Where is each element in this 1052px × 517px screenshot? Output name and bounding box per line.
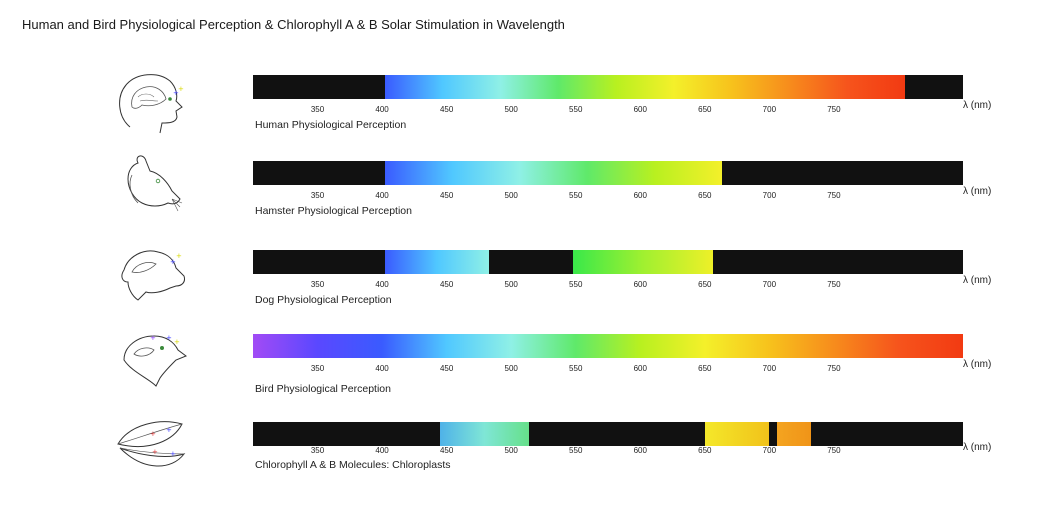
unit-label: λ (nm) — [963, 186, 992, 197]
tick-label: 700 — [762, 364, 777, 373]
tick-label: 500 — [504, 446, 518, 455]
tick-axis: 350 400 450 500 550 600 650 700 750 — [253, 446, 963, 458]
tick-label: 750 — [827, 105, 841, 114]
row-label: Human Physiological Perception — [255, 119, 407, 131]
tick-label: 600 — [633, 446, 647, 455]
svg-text:+: + — [176, 252, 182, 260]
svg-text:+: + — [152, 448, 158, 456]
leaf-icon: + + + + — [117, 421, 186, 467]
bird-head-icon: + + + — [123, 334, 188, 387]
spectrum-bar — [253, 334, 963, 358]
tick-label: 600 — [633, 191, 647, 200]
svg-text:+: + — [178, 85, 184, 93]
tick-label: 400 — [375, 280, 389, 289]
svg-text:+: + — [170, 450, 176, 458]
tick-label: 400 — [375, 364, 389, 373]
tick-label: 500 — [504, 280, 518, 289]
spectrum-bar — [253, 250, 963, 274]
spectrum-bar — [253, 75, 963, 99]
tick-label: 350 — [310, 191, 325, 200]
tick-label: 350 — [310, 105, 325, 114]
row-label: Bird Physiological Perception — [255, 383, 391, 395]
spectrum-segment — [440, 422, 530, 446]
hamster-head-icon — [127, 155, 183, 212]
unit-label: λ (nm) — [963, 275, 992, 286]
tick-label: 400 — [375, 105, 389, 114]
row-label: Hamster Physiological Perception — [255, 205, 412, 217]
tick-label: 500 — [504, 364, 518, 373]
tick-label: 550 — [569, 446, 583, 455]
row-dog: + + 350 400 450 500 550 600 650 700 750 λ (nm) D… — [0, 250, 1052, 330]
tick-label: 750 — [827, 191, 841, 200]
tick-label: 650 — [698, 280, 712, 289]
spectrum-bar — [253, 422, 963, 446]
row-chlorophyll: + + + + 350 400 450 500 550 600 650 700 750 λ (n… — [0, 421, 1052, 502]
tick-label: 400 — [375, 191, 389, 200]
tick-label: 550 — [569, 280, 583, 289]
human-head-icon: + + — [119, 74, 184, 134]
tick-label: 600 — [633, 280, 647, 289]
svg-text:+: + — [170, 258, 176, 266]
tick-label: 450 — [439, 446, 454, 455]
tick-label: 500 — [504, 191, 518, 200]
tick-label: 450 — [439, 191, 454, 200]
tick-label: 750 — [827, 364, 841, 373]
svg-text:+: + — [166, 334, 172, 342]
row-label: Dog Physiological Perception — [255, 294, 392, 306]
tick-label: 650 — [698, 105, 712, 114]
tick-label: 450 — [439, 280, 454, 289]
spectrum-segment — [704, 422, 770, 446]
tick-label: 700 — [762, 280, 777, 289]
spectrum-segment — [384, 75, 905, 99]
row-label: Chlorophyll A & B Molecules: Chloroplast… — [255, 459, 451, 471]
tick-label: 600 — [633, 364, 647, 373]
tick-label: 450 — [439, 364, 454, 373]
row-hamster: 350 400 450 500 550 600 650 700 750 λ (nm) Hamst… — [0, 155, 1052, 241]
tick-label: 750 — [827, 446, 841, 455]
page-title: Human and Bird Physiological Perception … — [22, 17, 565, 32]
tick-axis: 350 400 450 500 550 600 650 700 750 — [253, 105, 963, 117]
unit-label: λ (nm) — [963, 359, 992, 370]
tick-label: 500 — [504, 105, 518, 114]
svg-text:+: + — [173, 89, 179, 97]
tick-label: 650 — [698, 364, 712, 373]
unit-label: λ (nm) — [963, 442, 992, 453]
spectrum-bar — [253, 161, 963, 185]
svg-text:+: + — [150, 334, 156, 342]
tick-label: 350 — [310, 446, 325, 455]
tick-label: 350 — [310, 364, 325, 373]
svg-text:+: + — [174, 338, 180, 346]
row-bird: + + + 350 400 450 500 550 600 650 700 750 λ (nm)… — [0, 334, 1052, 414]
svg-text:+: + — [150, 430, 156, 438]
tick-label: 750 — [827, 280, 841, 289]
svg-text:+: + — [166, 426, 172, 434]
tick-label: 450 — [439, 105, 454, 114]
tick-label: 650 — [698, 446, 712, 455]
tick-label: 700 — [762, 105, 777, 114]
spectrum-segment — [384, 250, 490, 274]
spectrum-segment — [777, 422, 811, 446]
spectrum-segment — [573, 250, 713, 274]
tick-label: 650 — [698, 191, 712, 200]
tick-label: 550 — [569, 191, 583, 200]
row-human: + + 350 400 450 500 550 600 650 700 750 λ (nm) H… — [0, 74, 1052, 155]
tick-axis: 350 400 450 500 550 600 650 700 750 — [253, 364, 963, 376]
tick-axis: 350 400 450 500 550 600 650 700 750 — [253, 280, 963, 292]
tick-axis: 350 400 450 500 550 600 650 700 750 — [253, 191, 963, 203]
tick-label: 550 — [569, 105, 583, 114]
tick-label: 550 — [569, 364, 583, 373]
spectrum-segment — [384, 161, 722, 185]
spectrum-segment — [253, 334, 963, 358]
dog-head-icon: + + — [121, 250, 185, 301]
tick-label: 400 — [375, 446, 389, 455]
tick-label: 700 — [762, 191, 777, 200]
tick-label: 700 — [762, 446, 777, 455]
unit-label: λ (nm) — [963, 100, 992, 111]
tick-label: 350 — [310, 280, 325, 289]
tick-label: 600 — [633, 105, 647, 114]
